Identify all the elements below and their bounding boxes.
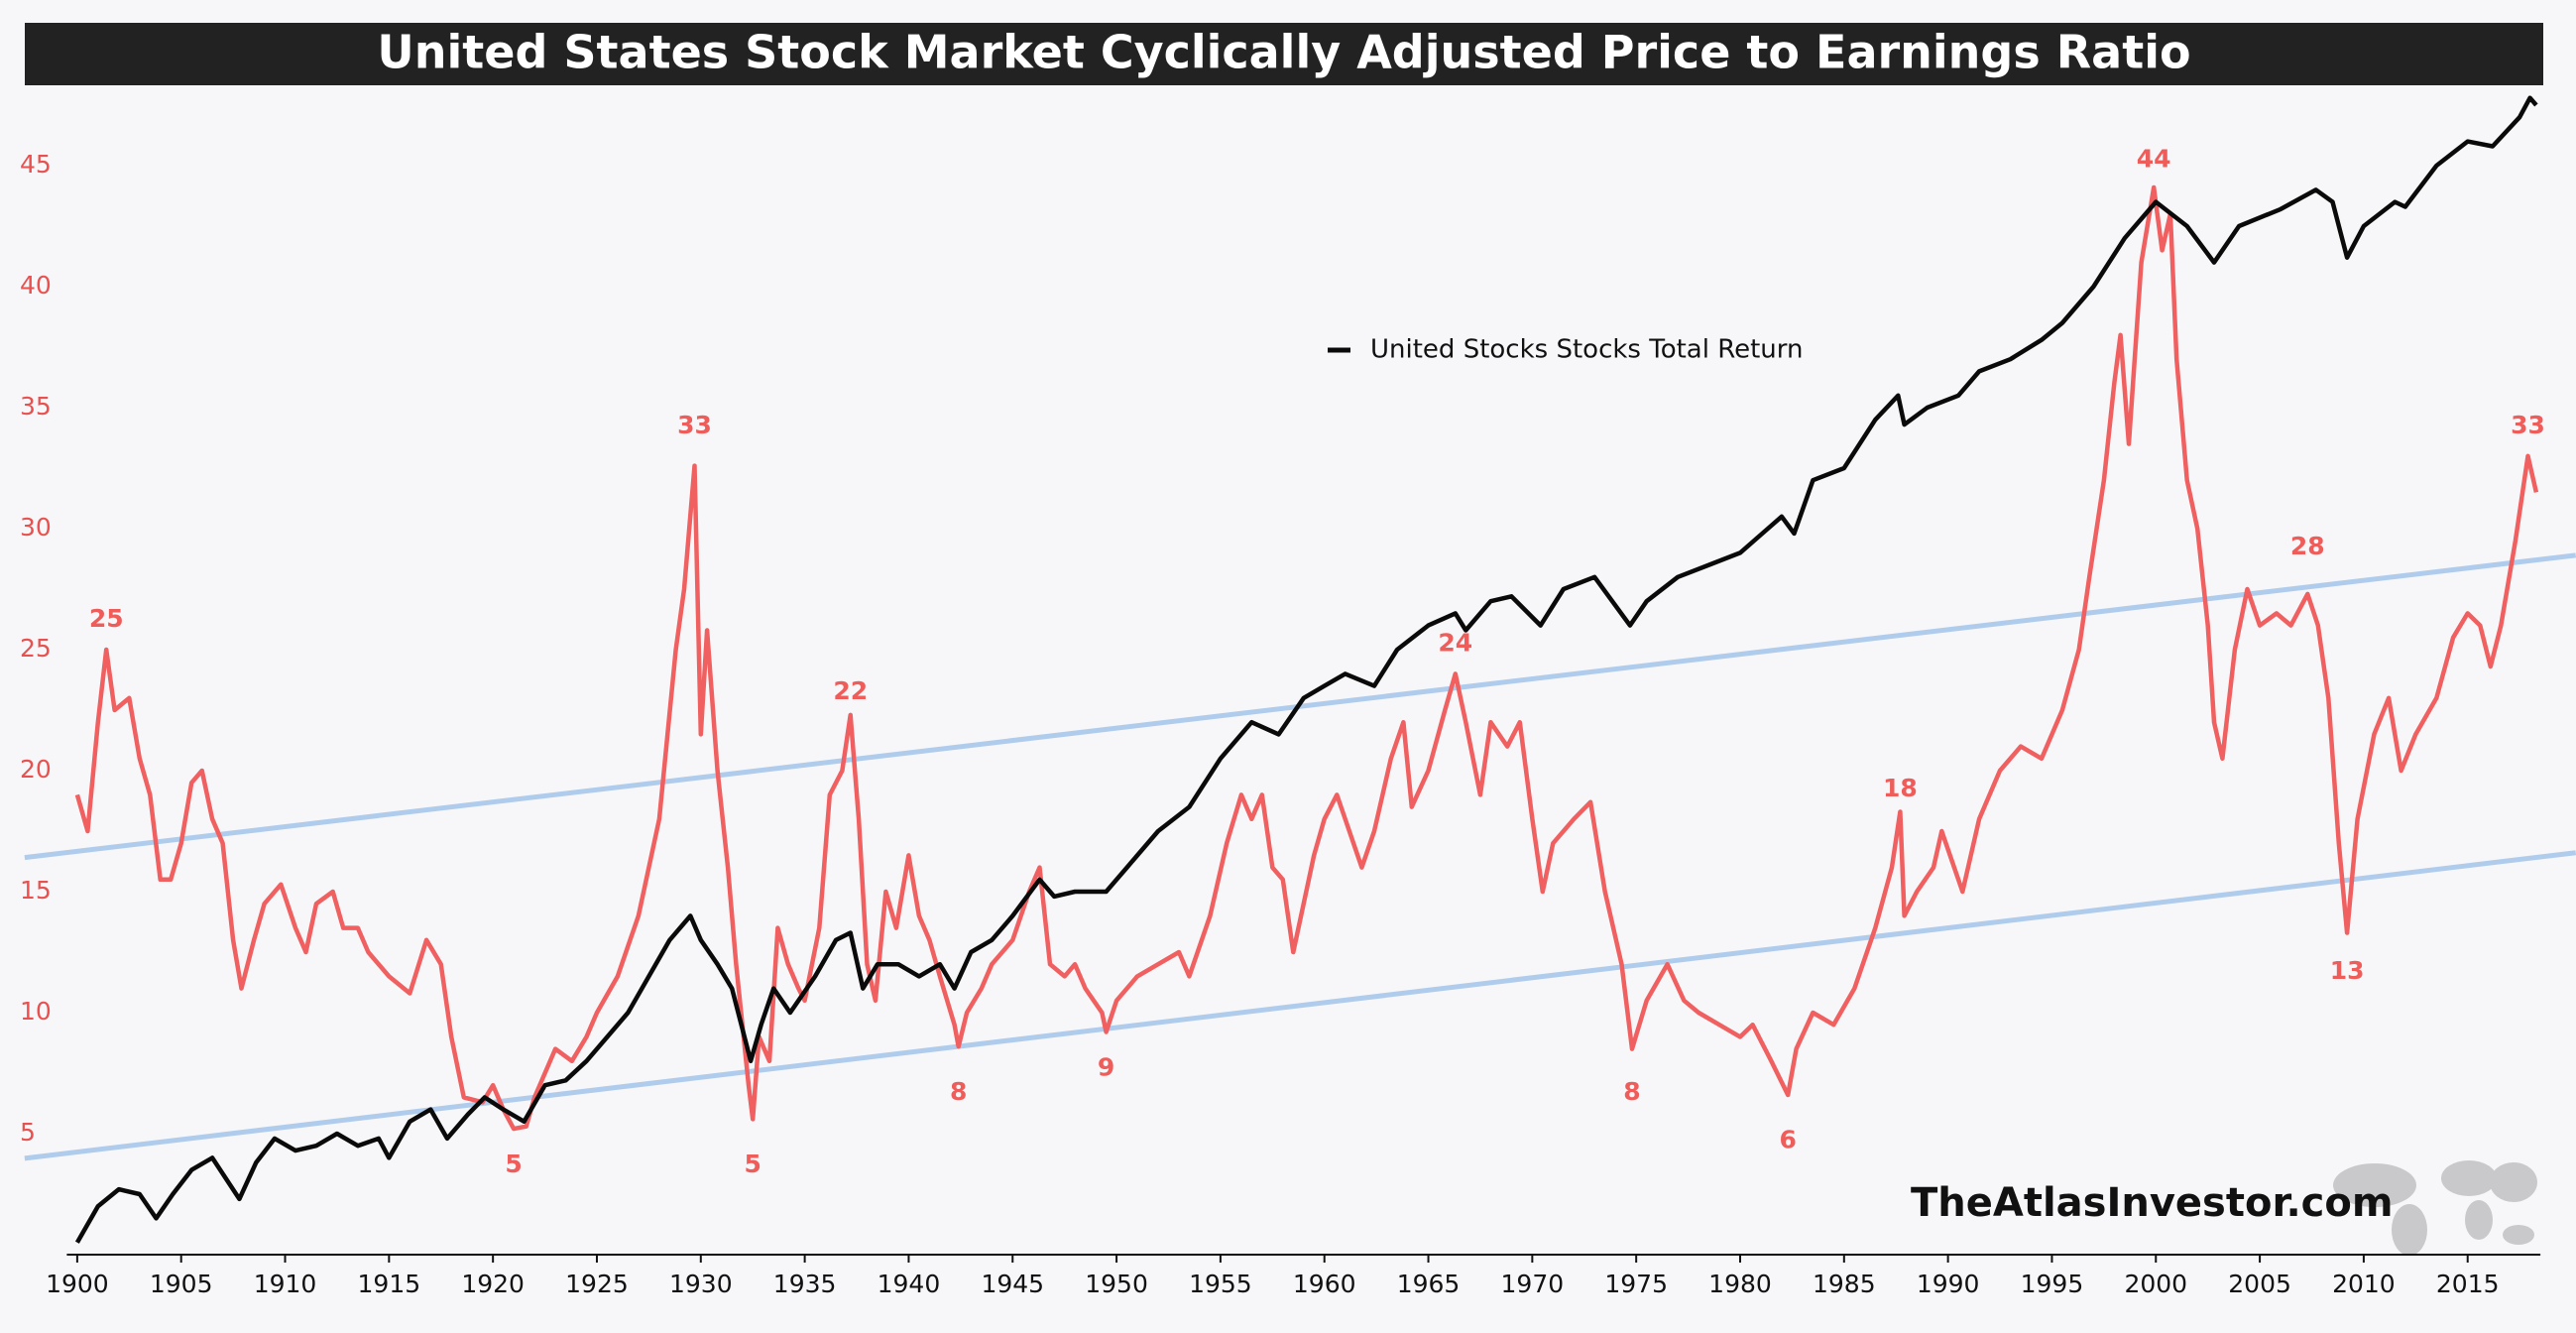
x-tick-label: 1940: [878, 1270, 941, 1298]
annotation: 18: [1883, 774, 1918, 802]
y-tick-label: 40: [20, 271, 52, 300]
x-tick-label: 1920: [461, 1270, 525, 1298]
x-tick-label: 1980: [1708, 1270, 1772, 1298]
title-bar: [25, 23, 2543, 85]
x-tick-label: 1975: [1604, 1270, 1668, 1298]
annotation: 28: [2290, 532, 2325, 560]
world-map-icon: [2333, 1160, 2537, 1256]
annotation: 25: [89, 604, 124, 633]
x-tick-label: 1935: [773, 1270, 837, 1298]
y-tick-label: 20: [20, 755, 52, 784]
annotation: 33: [677, 411, 712, 439]
y-tick-label: 35: [20, 392, 52, 421]
x-tick-label: 1910: [254, 1270, 317, 1298]
annotation: 8: [1623, 1077, 1640, 1106]
y-tick-label: 10: [20, 997, 52, 1026]
x-tick-label: 1960: [1293, 1270, 1356, 1298]
x-tick-label: 1995: [2021, 1270, 2084, 1298]
annotation: 22: [833, 676, 868, 705]
series-line: [74, 95, 2538, 1244]
chart-title: United States Stock Market Cyclically Ad…: [377, 26, 2190, 79]
annotation: 5: [745, 1150, 761, 1178]
x-tick-label: 2010: [2332, 1270, 2396, 1298]
x-tick-label: 1990: [1917, 1270, 1980, 1298]
x-tick-label: 1945: [981, 1270, 1044, 1298]
y-tick-label: 5: [20, 1118, 36, 1147]
x-tick-label: 2015: [2436, 1270, 2500, 1298]
annotation: 8: [950, 1077, 967, 1106]
x-tick-label: 1915: [358, 1270, 421, 1298]
annotation: 13: [2330, 956, 2365, 985]
annotation: 44: [2137, 144, 2171, 173]
x-tick-label: 1925: [565, 1270, 629, 1298]
x-tick-label: 1900: [46, 1270, 109, 1298]
x-tick-label: 1950: [1085, 1270, 1148, 1298]
x-tick-label: 2000: [2124, 1270, 2187, 1298]
x-tick-label: 1985: [1813, 1270, 1876, 1298]
annotation: 9: [1098, 1052, 1114, 1081]
x-tick-label: 2005: [2228, 1270, 2291, 1298]
annotation: 6: [1780, 1126, 1797, 1154]
watermark: TheAtlasInvestor.com: [1911, 1180, 2394, 1226]
annotation: 24: [1438, 628, 1472, 657]
y-tick-label: 15: [20, 876, 52, 905]
x-tick-label: 1955: [1189, 1270, 1252, 1298]
x-tick-label: 1970: [1501, 1270, 1565, 1298]
y-tick-label: 30: [20, 513, 52, 542]
legend-label: United Stocks Stocks Total Return: [1370, 335, 1804, 365]
y-tick-label: 25: [20, 634, 52, 663]
annotation: 5: [505, 1150, 522, 1178]
x-tick-label: 1905: [150, 1270, 213, 1298]
y-tick-label: 45: [20, 150, 52, 179]
trend-line: [24, 850, 2576, 1161]
series-line: [74, 184, 2539, 1132]
x-tick-label: 1930: [669, 1270, 733, 1298]
x-tick-label: 1965: [1397, 1270, 1461, 1298]
annotation: 33: [2511, 411, 2545, 439]
